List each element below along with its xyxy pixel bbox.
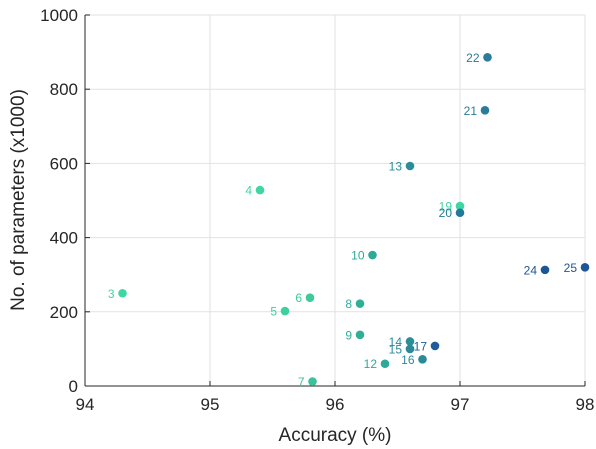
data-point — [540, 265, 550, 275]
data-point-label: 13 — [389, 159, 403, 173]
data-point-label: 20 — [439, 206, 453, 220]
data-point-label: 22 — [466, 51, 480, 65]
data-point-label: 17 — [414, 339, 428, 353]
x-tick-label: 94 — [76, 395, 95, 414]
data-point — [418, 354, 427, 364]
data-point — [480, 106, 490, 115]
y-tick-label: 200 — [50, 303, 78, 322]
data-point-label: 7 — [298, 375, 305, 389]
data-point-label: 9 — [345, 328, 352, 342]
data-point — [305, 293, 315, 303]
data-point-label: 10 — [351, 249, 365, 263]
data-point-label: 4 — [245, 184, 252, 198]
data-point — [483, 52, 492, 62]
data-point-label: 24 — [524, 263, 538, 277]
y-tick-label: 800 — [50, 80, 78, 99]
data-point — [118, 288, 127, 298]
data-point-label: 15 — [389, 342, 403, 356]
y-tick-label: 1000 — [40, 6, 78, 25]
data-point-label: 5 — [270, 305, 277, 319]
y-tick-label: 600 — [50, 154, 78, 173]
data-point-label: 19 — [439, 200, 453, 214]
data-point-label: 16 — [401, 353, 415, 367]
grid — [84, 14, 586, 387]
data-point — [405, 337, 415, 346]
y-tick-label: 400 — [50, 229, 78, 248]
axes — [84, 14, 586, 387]
data-point-label: 14 — [389, 335, 403, 349]
data-point-label: 6 — [295, 291, 302, 305]
data-point-label: 21 — [464, 104, 478, 118]
x-tick-label: 97 — [451, 395, 470, 414]
data-point — [430, 341, 440, 351]
data-point-label: 3 — [108, 287, 115, 301]
data-point — [255, 185, 265, 195]
data-point — [405, 344, 415, 354]
data-point — [308, 377, 317, 386]
data-point — [455, 208, 465, 218]
data-point — [405, 161, 415, 171]
data-point — [355, 330, 365, 340]
data-point — [580, 262, 590, 272]
data-point — [380, 359, 390, 369]
data-point — [455, 201, 465, 211]
y-tick-label: 0 — [69, 377, 78, 396]
data-point — [355, 299, 365, 308]
x-tick-label: 95 — [201, 395, 220, 414]
x-axis-title: Accuracy (%) — [279, 425, 392, 446]
data-point-label: 8 — [345, 297, 352, 311]
x-tick-label: 96 — [326, 395, 345, 414]
data-point-label: 12 — [364, 357, 378, 371]
data-point — [280, 306, 290, 316]
data-point — [368, 250, 377, 260]
data-point-label: 25 — [564, 261, 578, 275]
y-axis-title: No. of parameters (x1000) — [8, 89, 29, 311]
x-tick-label: 98 — [576, 395, 595, 414]
